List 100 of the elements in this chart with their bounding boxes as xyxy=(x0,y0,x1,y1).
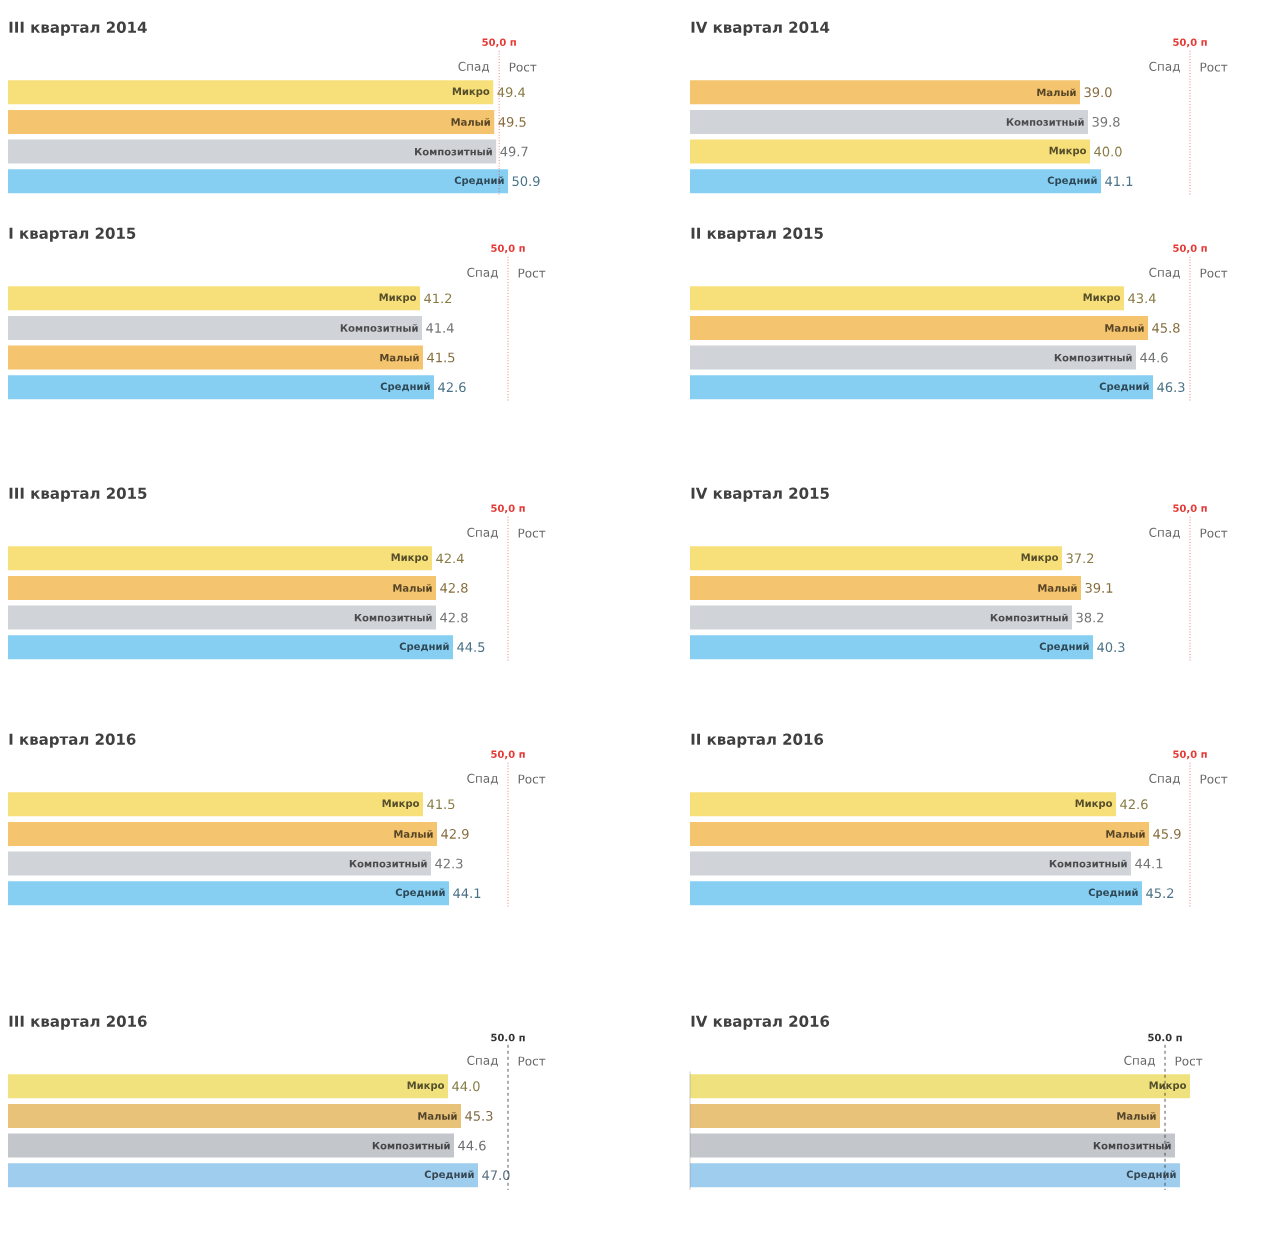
y-tick-label: Средний xyxy=(454,176,504,187)
chart-title: I квартал 2016 xyxy=(9,733,136,748)
text: Спад xyxy=(1149,773,1180,785)
text: Спад xyxy=(467,527,498,539)
annotation: Рост xyxy=(1175,1056,1203,1066)
y-tick-label: Малый xyxy=(394,830,433,838)
data-label: 37.2 xyxy=(1066,553,1094,564)
ref-line-label: 50,0 п xyxy=(1173,244,1207,254)
data-label: 42.6 xyxy=(438,382,466,393)
text: Рост xyxy=(518,528,546,538)
data-label: 45.8 xyxy=(1152,323,1180,333)
text: Рост xyxy=(1200,62,1228,72)
chart-title: II квартал 2016 xyxy=(691,733,824,748)
ref-line-label: 50,0 п xyxy=(491,504,525,514)
y-tick-label: Микро xyxy=(1075,799,1113,809)
y-tick-label: Микро xyxy=(452,87,490,97)
y-tick-label: Композитный xyxy=(415,147,492,156)
chart-title: III квартал 2016 xyxy=(9,1015,147,1030)
ref-line-label: 50,0 п xyxy=(491,750,525,760)
y-tick-label: Композитный xyxy=(1006,118,1084,126)
y-tick-label: Малый xyxy=(451,118,490,126)
text: Рост xyxy=(518,774,546,784)
text: Рост xyxy=(1200,774,1228,784)
y-tick-label: Малый xyxy=(380,353,419,362)
y-tick-label: Средний xyxy=(424,1170,474,1181)
chart-title: III квартал 2014 xyxy=(9,21,147,36)
chart-title: I квартал 2015 xyxy=(9,227,136,242)
y-tick-label: Средний xyxy=(1099,382,1149,393)
text: Спад xyxy=(467,1055,498,1067)
data-label: 42.6 xyxy=(1120,799,1148,810)
y-tick-label: Микро xyxy=(391,553,429,563)
y-tick-label: Малый xyxy=(393,584,432,592)
ref-line-label: 50.0 п xyxy=(1148,1033,1182,1042)
chart-title: IV квартал 2015 xyxy=(691,487,829,502)
ref-line-label: 50,0 п xyxy=(482,38,516,48)
y-tick-label: Малый xyxy=(1117,1112,1156,1120)
annotation: Спад xyxy=(458,61,490,73)
data-label: 40.3 xyxy=(1097,642,1125,653)
data-label: 41.2 xyxy=(424,293,452,304)
y-tick-label: Малый xyxy=(1106,830,1145,838)
text: Спад xyxy=(1149,61,1180,73)
chart-title: IV квартал 2014 xyxy=(691,21,830,36)
y-tick-label: Композитный xyxy=(990,613,1068,622)
data-label: 39.8 xyxy=(1092,116,1120,127)
chart-title: III квартал 2015 xyxy=(9,487,147,502)
data-label: 50.9 xyxy=(512,176,540,187)
y-tick-label: Микро xyxy=(1049,146,1087,157)
chart-title: II квартал 2015 xyxy=(691,227,823,242)
text: Рост xyxy=(1200,268,1228,278)
ref-line-label: 50,0 п xyxy=(1173,504,1207,514)
y-tick-label: Микро xyxy=(1083,293,1121,303)
y-tick-label: Малый xyxy=(1038,584,1077,592)
ref-line-label: 50,0 п xyxy=(1173,750,1207,760)
y-tick-label: Композитный xyxy=(354,613,432,622)
y-tick-label: Микро xyxy=(407,1081,445,1091)
data-label: 41.5 xyxy=(427,799,455,810)
y-tick-label: Композитный xyxy=(349,859,427,868)
y-tick-label: Композитный xyxy=(1049,859,1127,868)
data-label: 45.3 xyxy=(465,1111,493,1121)
y-tick-label: Средний xyxy=(380,382,430,393)
data-label: 44.1 xyxy=(1135,858,1163,869)
ref-line-label: 50.0 п xyxy=(491,1033,525,1042)
data-label: 44.1 xyxy=(453,888,481,898)
text: Спад xyxy=(1149,527,1180,539)
data-label: 49.7 xyxy=(500,146,528,157)
data-label: 44.0 xyxy=(452,1081,480,1092)
data-label: 45.2 xyxy=(1146,888,1174,899)
data-label: 41.5 xyxy=(427,352,455,363)
text: Рост xyxy=(518,1056,546,1066)
text: Рост xyxy=(509,62,537,72)
y-tick-label: Микро xyxy=(379,293,417,303)
data-label: 39.0 xyxy=(1084,87,1112,98)
y-tick-label: Средний xyxy=(399,642,449,653)
y-tick-label: Средний xyxy=(1047,176,1097,187)
y-tick-label: Малый xyxy=(1105,324,1144,332)
ref-line-label: 50,0 п xyxy=(491,244,525,254)
y-tick-label: Средний xyxy=(1126,1170,1176,1181)
y-tick-label: Микро xyxy=(1021,553,1059,563)
y-tick-label: Композитный xyxy=(340,324,418,332)
chart-title: IV квартал 2016 xyxy=(691,1015,830,1030)
data-label: 40.0 xyxy=(1094,146,1122,157)
y-tick-label: Средний xyxy=(1088,888,1138,899)
data-label: 45.9 xyxy=(1153,829,1181,839)
data-label: 47.0 xyxy=(482,1170,510,1181)
data-label: 39.1 xyxy=(1085,583,1113,593)
y-tick-label: Средний xyxy=(395,888,445,899)
y-tick-label: Композитный xyxy=(1093,1141,1171,1150)
y-tick-label: Микро xyxy=(382,799,420,809)
text: Рост xyxy=(1200,528,1228,538)
data-label: 42.3 xyxy=(435,858,463,869)
y-tick-label: Композитный xyxy=(372,1141,450,1150)
text: Рост xyxy=(518,268,546,278)
ref-line-label: 50,0 п xyxy=(1173,38,1207,48)
data-label: 41.4 xyxy=(426,323,454,333)
data-label: 42.8 xyxy=(440,583,468,593)
data-label: 42.9 xyxy=(441,829,469,839)
y-tick-label: Микро xyxy=(1149,1081,1187,1091)
y-tick-label: Средний xyxy=(1039,642,1089,653)
text: Спад xyxy=(1149,267,1180,279)
y-tick-label: Малый xyxy=(1037,88,1076,97)
